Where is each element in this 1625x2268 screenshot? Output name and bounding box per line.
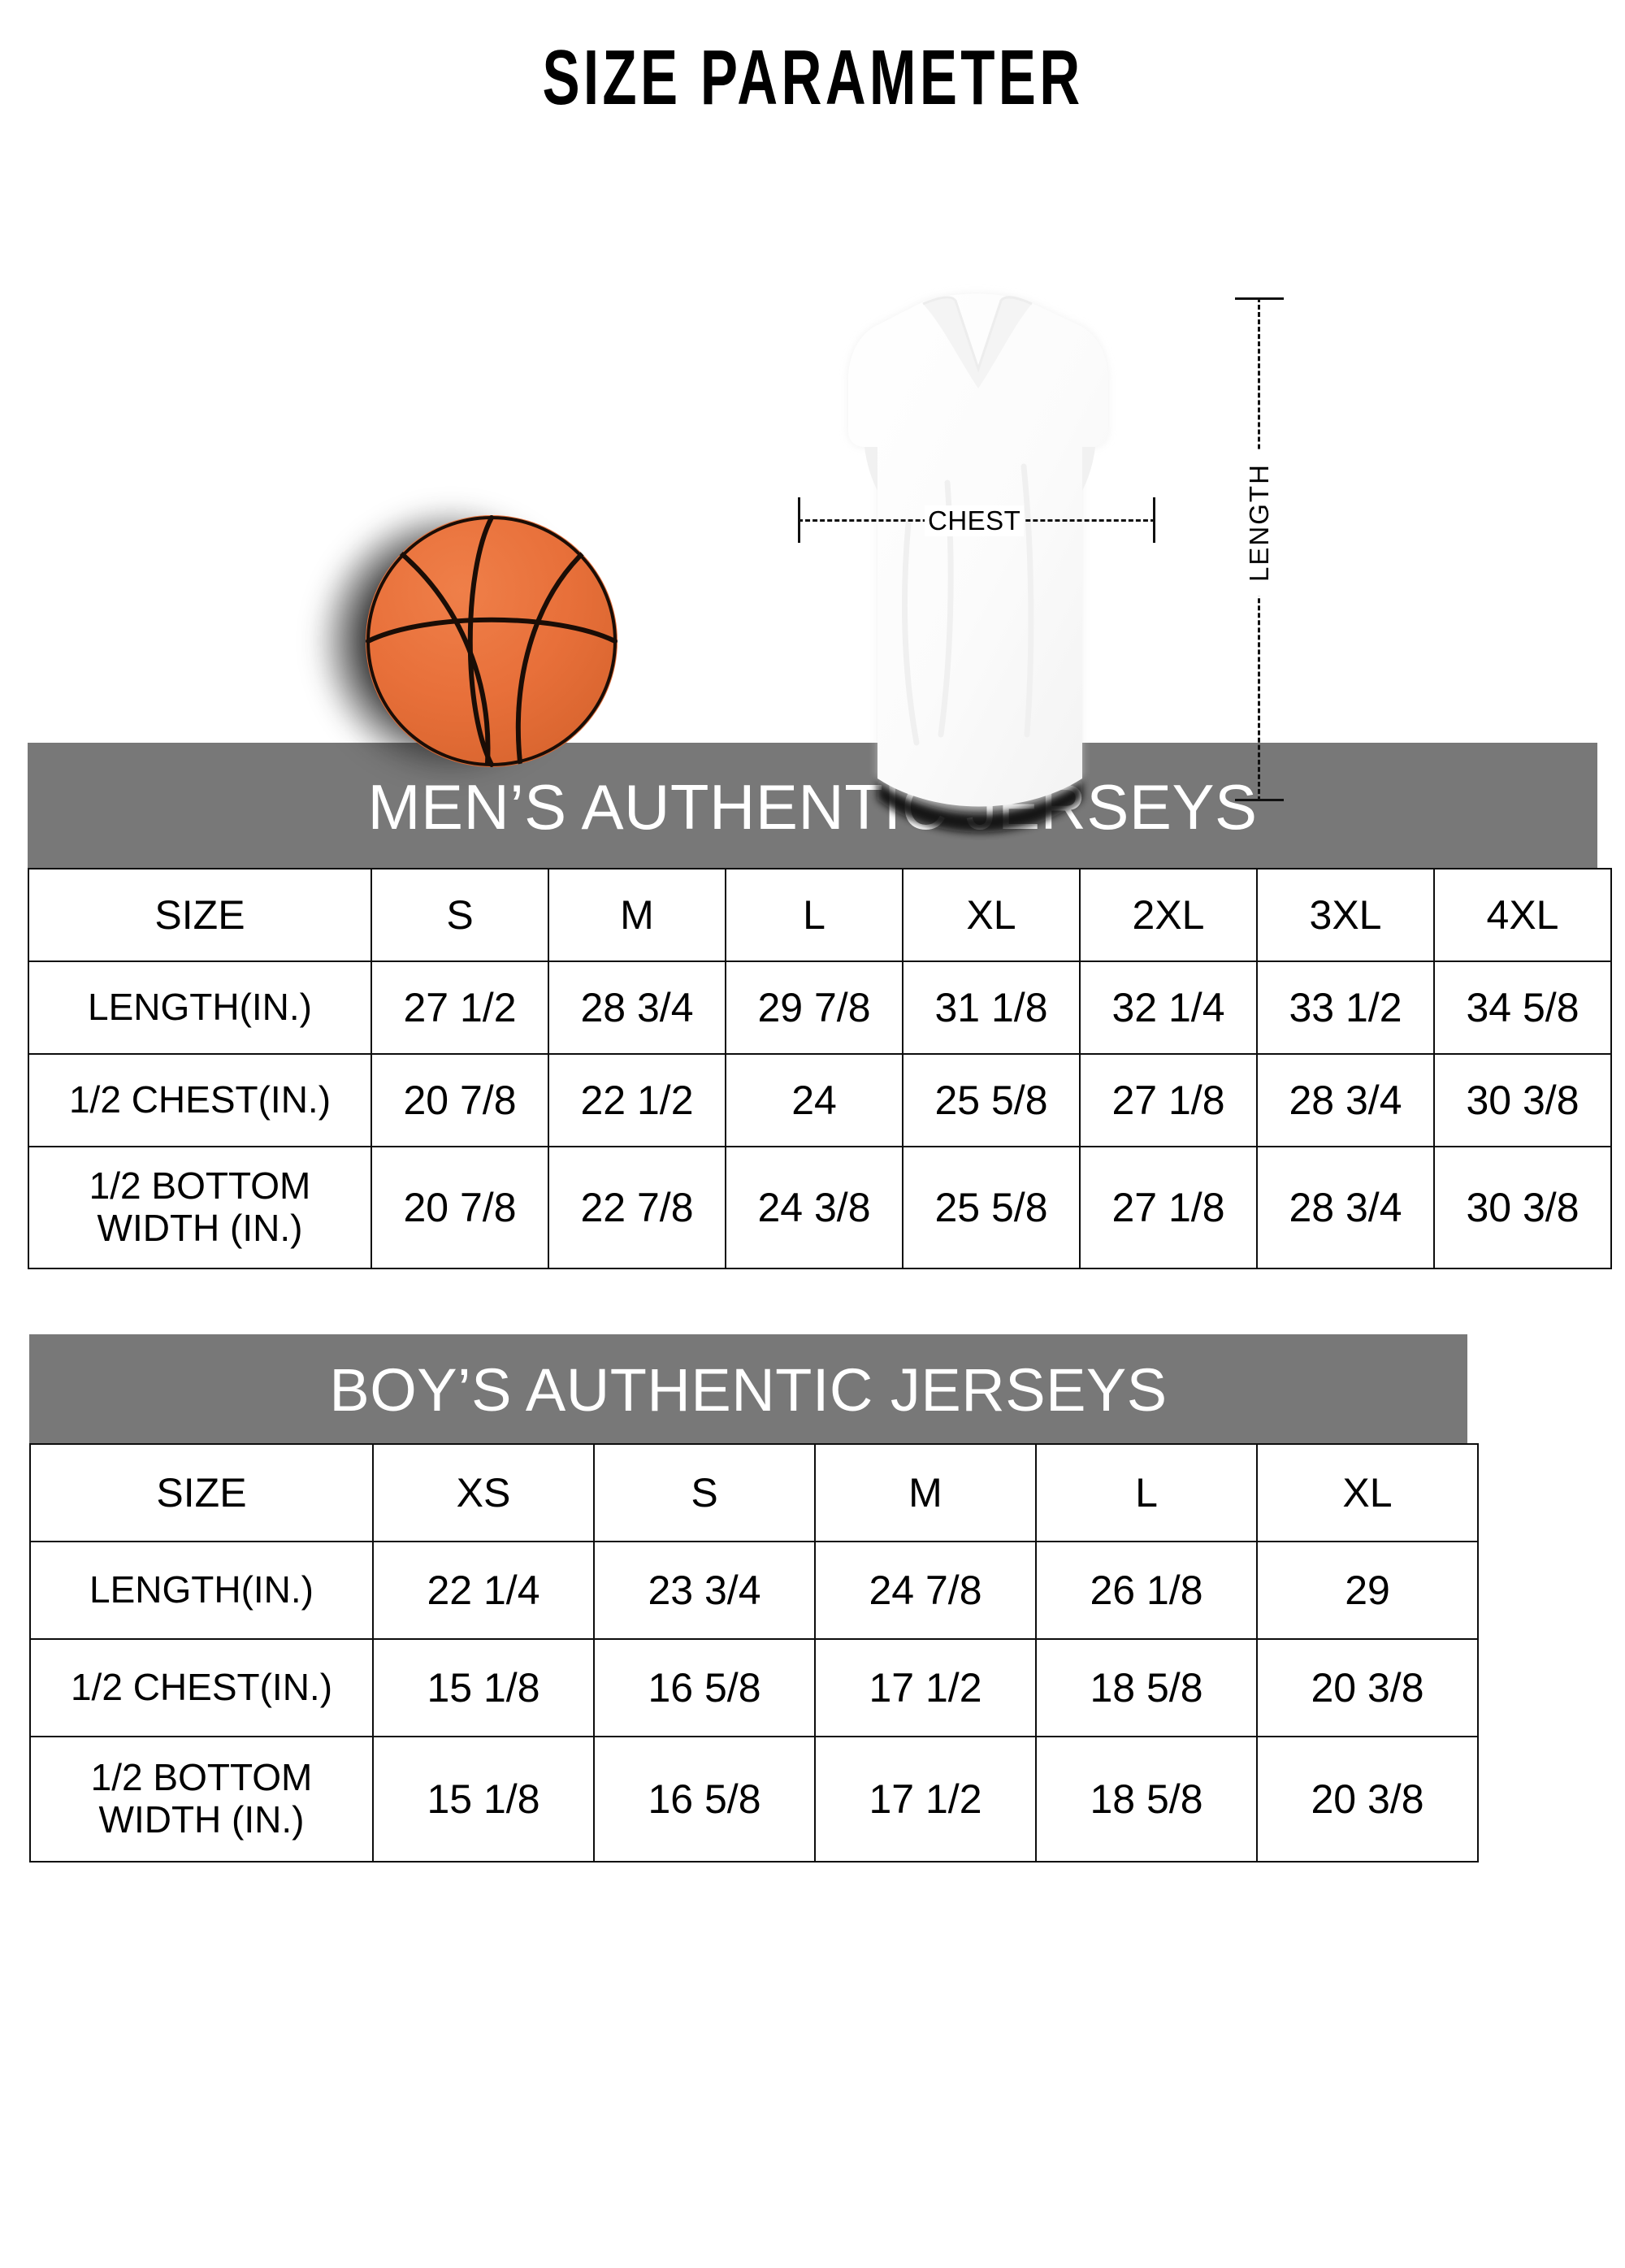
boys-size-table: SIZE XS S M L XL LENGTH(IN.) 22 1/4 23 3…: [29, 1443, 1479, 1863]
table-row: 1/2 BOTTOM WIDTH (IN.) 15 1/8 16 5/8 17 …: [29, 1736, 1479, 1863]
cell-chest-m: 17 1/2: [814, 1638, 1037, 1737]
column-header-s: S: [593, 1443, 816, 1542]
cell-bottom-s: 20 7/8: [370, 1146, 549, 1269]
row-label-length: LENGTH(IN.): [28, 961, 372, 1055]
cell-length-xl: 29: [1256, 1541, 1479, 1640]
cell-bottom-m: 17 1/2: [814, 1736, 1037, 1863]
column-header-2xl: 2XL: [1079, 868, 1258, 962]
cell-chest-4xl: 30 3/8: [1433, 1053, 1612, 1147]
column-header-s: S: [370, 868, 549, 962]
cell-length-m: 24 7/8: [814, 1541, 1037, 1640]
cell-bottom-xs: 15 1/8: [372, 1736, 595, 1863]
cell-bottom-s: 16 5/8: [593, 1736, 816, 1863]
cell-length-xl: 31 1/8: [902, 961, 1081, 1055]
boys-table-title: BOY’S AUTHENTIC JERSEYS: [29, 1334, 1467, 1443]
basketball-seams-icon: [366, 515, 618, 767]
row-label-line-2: WIDTH (IN.): [98, 1798, 305, 1841]
cell-chest-xl: 20 3/8: [1256, 1638, 1479, 1737]
chest-label: CHEST: [925, 505, 1025, 536]
cell-chest-2xl: 27 1/8: [1079, 1053, 1258, 1147]
cell-length-l: 26 1/8: [1035, 1541, 1258, 1640]
row-label-half-chest: 1/2 CHEST(IN.): [29, 1638, 374, 1737]
row-label-line-1: 1/2 BOTTOM: [89, 1164, 311, 1208]
column-header-l: L: [725, 868, 904, 962]
cell-bottom-3xl: 28 3/4: [1256, 1146, 1435, 1269]
cell-length-4xl: 34 5/8: [1433, 961, 1612, 1055]
cell-length-3xl: 33 1/2: [1256, 961, 1435, 1055]
row-label-half-chest: 1/2 CHEST(IN.): [28, 1053, 372, 1147]
row-label-line-1: 1/2 BOTTOM: [90, 1756, 313, 1799]
cell-bottom-xl: 25 5/8: [902, 1146, 1081, 1269]
basketball-illustration: [317, 499, 626, 791]
basketball-jersey-icon: [848, 293, 1108, 833]
cell-chest-l: 18 5/8: [1035, 1638, 1258, 1737]
table-row: 1/2 BOTTOM WIDTH (IN.) 20 7/8 22 7/8 24 …: [28, 1146, 1612, 1269]
boys-size-table-block: BOY’S AUTHENTIC JERSEYS SIZE XS S M L XL…: [29, 1334, 1479, 1863]
column-header-m: M: [814, 1443, 1037, 1542]
column-header-size: SIZE: [28, 868, 372, 962]
column-header-4xl: 4XL: [1433, 868, 1612, 962]
cell-length-s: 23 3/4: [593, 1541, 816, 1640]
cell-chest-xs: 15 1/8: [372, 1638, 595, 1737]
length-dimension: LENGTH: [1211, 297, 1308, 801]
column-header-size: SIZE: [29, 1443, 374, 1542]
cell-bottom-m: 22 7/8: [548, 1146, 726, 1269]
column-header-m: M: [548, 868, 726, 962]
jersey-illustration: CHEST: [780, 280, 1170, 840]
cell-length-l: 29 7/8: [725, 961, 904, 1055]
row-label-half-bottom-width: 1/2 BOTTOM WIDTH (IN.): [28, 1146, 372, 1269]
cell-chest-l: 24: [725, 1053, 904, 1147]
illustration-area: CHEST LENGTH: [0, 117, 1625, 833]
table-row: 1/2 CHEST(IN.) 20 7/8 22 1/2 24 25 5/8 2…: [28, 1053, 1612, 1147]
row-label-half-bottom-width: 1/2 BOTTOM WIDTH (IN.): [29, 1736, 374, 1863]
cell-bottom-2xl: 27 1/8: [1079, 1146, 1258, 1269]
column-header-xl: XL: [902, 868, 1081, 962]
column-header-3xl: 3XL: [1256, 868, 1435, 962]
table-row: 1/2 CHEST(IN.) 15 1/8 16 5/8 17 1/2 18 5…: [29, 1638, 1479, 1737]
table-row: LENGTH(IN.) 27 1/2 28 3/4 29 7/8 31 1/8 …: [28, 961, 1612, 1055]
cell-chest-s: 16 5/8: [593, 1638, 816, 1737]
basketball-icon: [366, 515, 618, 767]
mens-size-table-block: MEN’S AUTHENTIC JERSEYS SIZE S M L XL 2X…: [28, 743, 1612, 1269]
column-header-xl: XL: [1256, 1443, 1479, 1542]
mens-table-title: MEN’S AUTHENTIC JERSEYS: [28, 743, 1597, 868]
cell-bottom-xl: 20 3/8: [1256, 1736, 1479, 1863]
cell-chest-m: 22 1/2: [548, 1053, 726, 1147]
length-dimension-cap-bottom: [1235, 799, 1284, 801]
cell-length-xs: 22 1/4: [372, 1541, 595, 1640]
cell-bottom-l: 18 5/8: [1035, 1736, 1258, 1863]
column-header-l: L: [1035, 1443, 1258, 1542]
cell-chest-3xl: 28 3/4: [1256, 1053, 1435, 1147]
cell-length-m: 28 3/4: [548, 961, 726, 1055]
column-header-xs: XS: [372, 1443, 595, 1542]
page-title: SIZE PARAMETER: [542, 34, 1083, 121]
title-area: SIZE PARAMETER: [0, 0, 1625, 117]
table-header-row: SIZE XS S M L XL: [29, 1443, 1479, 1542]
row-label-line-2: WIDTH (IN.): [97, 1207, 303, 1249]
cell-chest-xl: 25 5/8: [902, 1053, 1081, 1147]
cell-chest-s: 20 7/8: [370, 1053, 549, 1147]
table-header-row: SIZE S M L XL 2XL 3XL 4XL: [28, 868, 1612, 962]
mens-size-table: SIZE S M L XL 2XL 3XL 4XL LENGTH(IN.) 27…: [28, 868, 1612, 1269]
table-row: LENGTH(IN.) 22 1/4 23 3/4 24 7/8 26 1/8 …: [29, 1541, 1479, 1640]
cell-length-s: 27 1/2: [370, 961, 549, 1055]
cell-bottom-4xl: 30 3/8: [1433, 1146, 1612, 1269]
length-label: LENGTH: [1239, 449, 1280, 596]
cell-bottom-l: 24 3/8: [725, 1146, 904, 1269]
row-label-length: LENGTH(IN.): [29, 1541, 374, 1640]
cell-length-2xl: 32 1/4: [1079, 961, 1258, 1055]
